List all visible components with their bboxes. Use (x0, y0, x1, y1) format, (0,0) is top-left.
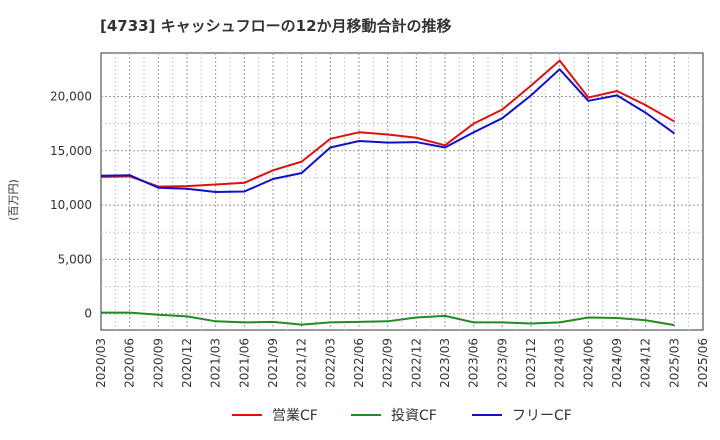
legend-label: 投資CF (391, 408, 437, 424)
x-tick-label: 2025/03 (667, 338, 681, 388)
y-tick-label: 5,000 (58, 252, 92, 266)
x-tick-label: 2024/06 (581, 338, 595, 388)
x-tick-label: 2023/09 (495, 338, 509, 388)
x-tick-label: 2024/12 (639, 338, 653, 388)
x-tick-label: 2025/06 (696, 338, 710, 388)
x-tick-label: 2023/03 (438, 338, 452, 388)
x-tick-label: 2020/06 (123, 338, 137, 388)
x-tick-label: 2022/03 (323, 338, 337, 388)
x-tick-label: 2020/03 (94, 338, 108, 388)
x-tick-label: 2021/03 (209, 338, 223, 388)
series-line (100, 68, 675, 194)
y-axis-ticks: 0 5,000 10,000 15,000 20,000 (50, 89, 92, 320)
x-tick-label: 2020/12 (180, 338, 194, 388)
x-tick-label: 2023/12 (524, 338, 538, 388)
y-tick-label: 15,000 (50, 144, 92, 158)
chart-title: [4733] キャッシュフローの12か月移動合計の推移 (100, 17, 452, 35)
legend-label: 営業CF (272, 408, 318, 424)
x-axis-ticks: 2020/03 2020/06 2020/09 2020/12 2021/03 2021/… (94, 338, 710, 388)
x-tick-label: 2021/09 (266, 338, 280, 388)
series-line (101, 311, 675, 327)
x-tick-label: 2022/09 (381, 338, 395, 388)
x-tick-label: 2020/09 (151, 338, 165, 388)
x-tick-label: 2023/06 (467, 338, 481, 388)
x-tick-label: 2021/12 (295, 338, 309, 388)
gridlines (101, 53, 703, 330)
x-tick-label: 2021/06 (237, 338, 251, 388)
y-axis-label: (百万円) (7, 179, 20, 221)
series-line (100, 59, 675, 188)
series-lines (100, 59, 675, 327)
y-tick-label: 0 (84, 307, 92, 321)
legend: 営業CF 投資CF フリーCF (232, 408, 572, 424)
plot-area (100, 52, 704, 331)
x-tick-label: 2024/03 (553, 338, 567, 388)
x-tick-label: 2022/12 (409, 338, 423, 388)
legend-label: フリーCF (512, 408, 572, 424)
y-tick-label: 20,000 (50, 89, 92, 103)
y-tick-label: 10,000 (50, 198, 92, 212)
x-tick-label: 2022/06 (352, 338, 366, 388)
x-tick-label: 2024/09 (610, 338, 624, 388)
